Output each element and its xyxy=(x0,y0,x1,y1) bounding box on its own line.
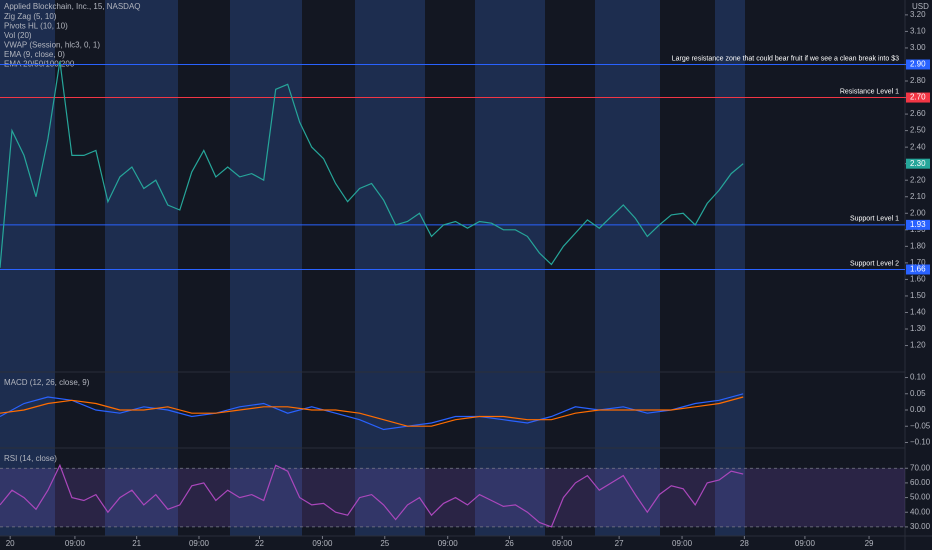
y-tick-label: 70.00 xyxy=(910,463,931,472)
y-tick-label: 30.00 xyxy=(910,522,931,531)
y-tick-label: 40.00 xyxy=(910,507,931,516)
y-tick-label: 1.20 xyxy=(910,341,926,350)
level-label: 2.90 xyxy=(910,60,926,69)
y-tick-label: 3.10 xyxy=(910,27,926,36)
indicator-label: Pivots HL (10, 10) xyxy=(4,22,68,31)
y-tick-label: 50.00 xyxy=(910,493,931,502)
x-tick-label: 09:00 xyxy=(65,539,86,548)
y-tick-label: −0.10 xyxy=(910,438,931,447)
y-tick-label: 2.20 xyxy=(910,175,926,184)
y-tick-label: 1.70 xyxy=(910,258,926,267)
level-annotation: Resistance Level 1 xyxy=(840,88,899,95)
chart-title: Applied Blockchain, Inc., 15, NASDAQ xyxy=(4,2,141,11)
y-tick-label: 1.80 xyxy=(910,241,926,250)
pane-title: MACD (12, 26, close, 9) xyxy=(4,378,90,387)
y-tick-label: 2.60 xyxy=(910,109,926,118)
y-tick-label: 0.00 xyxy=(910,405,926,414)
series-line xyxy=(0,393,744,431)
y-tick-label: 2.00 xyxy=(910,208,926,217)
level-label: 1.66 xyxy=(910,265,926,274)
y-tick-label: 1.50 xyxy=(910,291,926,300)
level-tag xyxy=(906,219,930,230)
level-annotation: Support Level 1 xyxy=(850,216,899,223)
series-line xyxy=(0,463,744,528)
x-tick-label: 09:00 xyxy=(189,539,210,548)
x-tick-label: 09:00 xyxy=(795,539,816,548)
x-tick-label: 21 xyxy=(132,539,141,548)
y-tick-label: 2.50 xyxy=(910,126,926,135)
y-tick-label: 3.00 xyxy=(910,43,926,52)
x-tick-label: 09:00 xyxy=(312,539,333,548)
pane-title: RSI (14, close) xyxy=(4,454,57,463)
y-tick-label: 1.30 xyxy=(910,324,926,333)
indicator-label: Vol (20) xyxy=(4,31,32,40)
last-price-tag xyxy=(906,158,930,169)
x-tick-label: 09:00 xyxy=(552,539,573,548)
x-tick-label: 29 xyxy=(865,539,874,548)
rsi-band xyxy=(0,468,905,527)
x-tick-label: 20 xyxy=(6,539,15,548)
level-label: 1.93 xyxy=(910,220,926,229)
level-tag xyxy=(906,59,930,70)
y-tick-label: −0.05 xyxy=(910,421,931,430)
x-tick-label: 28 xyxy=(740,539,749,548)
y-tick-label: 1.40 xyxy=(910,308,926,317)
y-tick-label: 0.10 xyxy=(910,373,926,382)
indicator-label: VWAP (Session, hlc3, 0, 1) xyxy=(4,41,100,50)
y-tick-label: 2.80 xyxy=(910,76,926,85)
level-label: 2.70 xyxy=(910,93,926,102)
x-tick-label: 22 xyxy=(255,539,264,548)
x-tick-label: 26 xyxy=(505,539,514,548)
x-tick-label: 09:00 xyxy=(438,539,459,548)
x-tick-label: 25 xyxy=(380,539,389,548)
y-tick-label: 60.00 xyxy=(910,478,931,487)
series-line xyxy=(0,61,744,268)
x-tick-label: 27 xyxy=(615,539,624,548)
x-tick-label: 09:00 xyxy=(672,539,693,548)
indicator-label: Zig Zag (5, 10) xyxy=(4,12,57,21)
level-annotation: Support Level 2 xyxy=(850,260,899,267)
y-tick-label: 0.05 xyxy=(910,389,926,398)
y-tick-label: 3.20 xyxy=(910,10,926,19)
level-tag xyxy=(906,92,930,103)
level-tag xyxy=(906,264,930,275)
y-tick-label: 2.40 xyxy=(910,142,926,151)
sessions xyxy=(0,0,745,536)
series-line xyxy=(0,396,744,427)
y-tick-label: 2.10 xyxy=(910,192,926,201)
unit: USD xyxy=(912,2,929,11)
last-price-label: 2.30 xyxy=(910,159,926,168)
y-tick-label: 1.60 xyxy=(910,275,926,284)
level-annotation: Large resistance zone that could bear fr… xyxy=(672,55,899,62)
indicator-label: EMA (9, close, 0) xyxy=(4,50,65,59)
